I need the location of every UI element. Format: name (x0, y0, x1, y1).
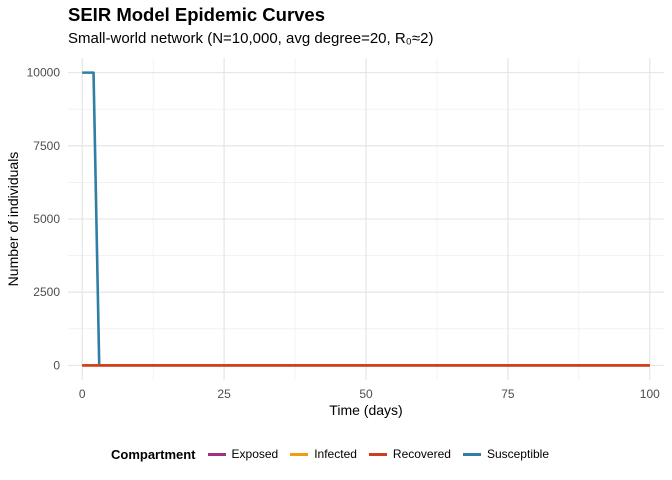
legend-label: Susceptible (486, 447, 549, 461)
legend-label: Exposed (231, 447, 279, 461)
x-tick-label: 100 (640, 387, 660, 401)
legend-title: Compartment (111, 446, 196, 462)
x-tick-label: 75 (501, 387, 515, 401)
legend-key-recovered (368, 452, 387, 456)
legend-item-susceptible: Susceptible (462, 447, 549, 461)
x-tick-label: 0 (79, 387, 86, 401)
y-axis-title: Number of individuals (5, 152, 21, 287)
chart-legend: Compartment Exposed Infected Recovered Susc… (0, 444, 672, 464)
x-tick-label: 25 (217, 387, 231, 401)
legend-items: Exposed Infected Recovered Susceptible (207, 447, 561, 461)
legend-item-recovered: Recovered (368, 447, 451, 461)
legend-item-infected: Infected (290, 447, 357, 461)
y-tick-label: 2500 (33, 285, 60, 299)
y-tick-label: 0 (53, 358, 60, 372)
chart-plot-area: 0 25 50 75 100 0 2500 5000 7500 10000 Time (days) N… (5, 58, 664, 418)
legend-key-susceptible (462, 452, 481, 456)
legend-label: Infected (314, 447, 357, 461)
chart-title: SEIR Model Epidemic Curves (68, 4, 326, 25)
legend-key-infected (290, 452, 309, 456)
legend-key-exposed (207, 452, 226, 456)
x-tick-label: 50 (359, 387, 373, 401)
legend-item-exposed: Exposed (207, 447, 279, 461)
y-tick-label: 7500 (33, 139, 60, 153)
chart-subtitle: Small-world network (N=10,000, avg degre… (68, 30, 434, 47)
x-axis-title: Time (days) (329, 402, 402, 418)
y-tick-label: 10000 (27, 66, 61, 80)
y-tick-label: 5000 (33, 212, 60, 226)
legend-label: Recovered (392, 447, 451, 461)
